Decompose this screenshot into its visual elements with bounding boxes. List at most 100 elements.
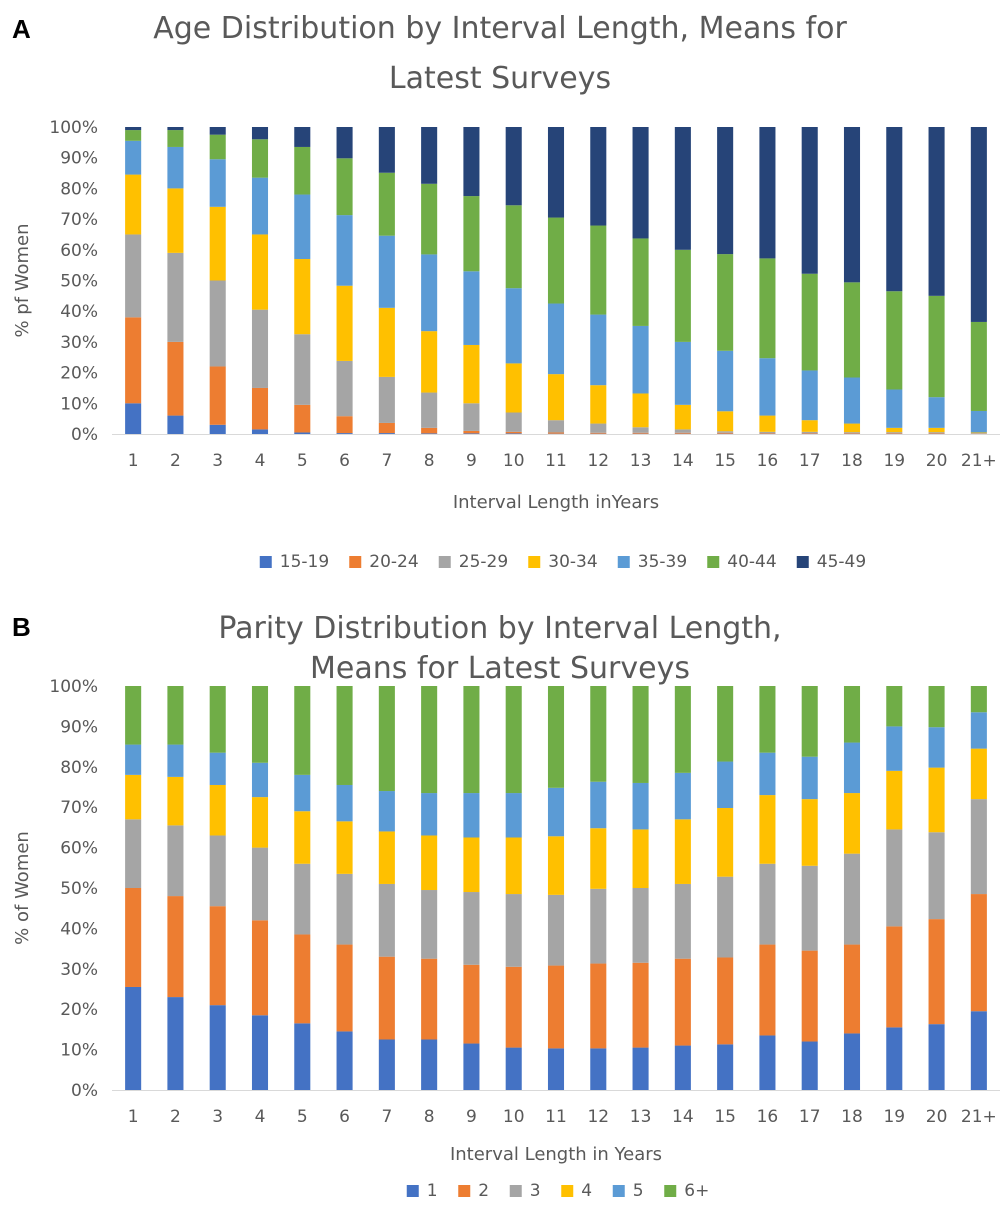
x-tick-label: 18: [841, 451, 863, 471]
bar-segment: [801, 433, 818, 434]
bar-segment: [294, 194, 311, 260]
bar-segment: [717, 127, 734, 255]
bar-segment: [759, 863, 776, 945]
x-tick-label: 21+: [961, 451, 997, 471]
x-tick-label: 18: [841, 1107, 863, 1127]
bar-segment: [801, 431, 818, 434]
bar-segment: [463, 964, 480, 1044]
legend-swatch: [259, 556, 272, 568]
bar-segment: [294, 1023, 311, 1090]
bar-segment: [336, 686, 353, 785]
bar-segment: [928, 427, 945, 433]
bar-segment: [209, 906, 226, 1006]
x-tick-label: 13: [630, 1107, 652, 1127]
bar-segment: [632, 127, 649, 239]
bar-segment: [167, 146, 184, 189]
bar-segment: [674, 819, 691, 884]
bar-segment: [632, 888, 649, 963]
legend-label: 5: [633, 1181, 644, 1201]
bar-segment: [463, 127, 480, 197]
bar-segment: [801, 1041, 818, 1090]
x-tick-label: 9: [466, 451, 477, 471]
bar-segment: [505, 837, 522, 895]
bar-segment: [928, 127, 945, 296]
bar-segment: [167, 686, 184, 745]
bar-segment: [843, 423, 861, 433]
bar-segment: [421, 1039, 438, 1090]
bar-segment: [590, 127, 607, 226]
bar-segment: [294, 259, 311, 335]
bar-segment: [886, 432, 903, 434]
bar-segment: [928, 295, 945, 398]
bar-segment: [674, 1045, 691, 1090]
bar-segment: [378, 883, 395, 957]
legend-swatch: [707, 556, 720, 568]
bar-segment: [421, 254, 438, 332]
bar-segment: [801, 686, 818, 757]
bar-segment: [801, 370, 818, 421]
bar-segment: [294, 934, 311, 1024]
bar-segment: [674, 127, 691, 250]
bar-segment: [336, 158, 353, 216]
bar-segment: [717, 686, 734, 762]
bar-segment: [843, 127, 861, 283]
legend-label: 4: [581, 1181, 592, 1201]
chart-title-line: Parity Distribution by Interval Length,: [218, 611, 781, 646]
bar-segment: [167, 130, 184, 147]
x-tick-label: 6: [339, 1107, 350, 1127]
bar-segment: [378, 307, 395, 377]
x-tick-label: 12: [587, 451, 609, 471]
bar-segment: [547, 432, 565, 434]
bar-segment: [717, 411, 734, 432]
bar-segment: [801, 273, 818, 371]
legend-swatch: [349, 556, 362, 568]
bar-segment: [843, 793, 861, 854]
bar-segment: [294, 432, 311, 434]
bar-segment: [125, 986, 142, 1090]
legend-label: 15-19: [280, 552, 329, 572]
bar-segment: [547, 127, 565, 218]
bar-segment: [632, 782, 649, 830]
bar-segment: [421, 890, 438, 959]
bar-segment: [421, 835, 438, 891]
bar-segment: [547, 836, 565, 895]
bar-segment: [590, 686, 607, 782]
bar-segment: [801, 127, 818, 274]
x-tick-label: 6: [339, 451, 350, 471]
bar-segment: [251, 387, 269, 430]
bar-segment: [378, 791, 395, 832]
bar-segment: [421, 686, 438, 794]
parity-distribution-chart: Parity Distribution by Interval Length, M…: [12, 611, 1000, 1201]
bar-segment: [674, 958, 691, 1046]
legend-label: 3: [530, 1181, 541, 1201]
x-tick-label: 8: [424, 451, 435, 471]
bar-segment: [294, 146, 311, 195]
y-tick-label: 40%: [60, 302, 98, 322]
bar-segment: [843, 944, 861, 1034]
bar-segment: [717, 432, 734, 434]
x-tick-label: 4: [255, 451, 266, 471]
bar-segment: [970, 433, 987, 434]
bar-segment: [294, 404, 311, 433]
legend-label: 2: [478, 1181, 489, 1201]
bar-segment: [928, 832, 945, 920]
bar-segment: [590, 423, 607, 433]
bar-segment: [632, 829, 649, 888]
bar-segment: [886, 1027, 903, 1090]
bar-segment: [590, 828, 607, 889]
bar-segment: [547, 1048, 565, 1090]
bar-segment: [251, 686, 269, 763]
bar-segment: [674, 249, 691, 342]
bar-segment: [590, 781, 607, 829]
x-tick-label: 15: [714, 1107, 736, 1127]
bar-segment: [505, 966, 522, 1048]
bar-segment: [843, 433, 861, 434]
bar-segment: [336, 944, 353, 1032]
bar-segment: [336, 784, 353, 822]
legend-swatch: [617, 556, 630, 568]
bar-segment: [251, 139, 269, 178]
bar-segment: [378, 1039, 395, 1090]
y-tick-label: 100%: [49, 118, 98, 138]
bar-segment: [167, 896, 184, 998]
bar-segment: [463, 430, 480, 434]
